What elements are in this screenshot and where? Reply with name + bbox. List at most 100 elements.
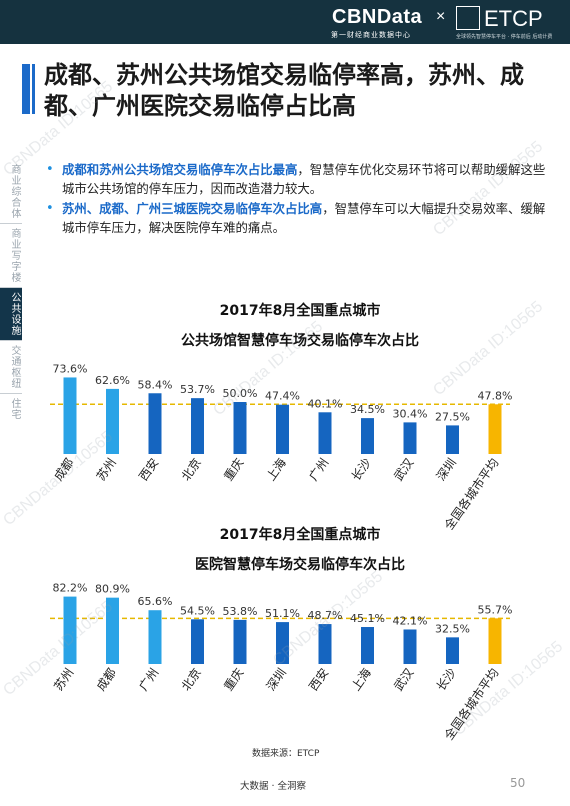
data-label: 40.1%: [308, 397, 343, 410]
bar: [191, 619, 204, 664]
bar: [361, 627, 374, 664]
page-number: 50: [510, 776, 526, 790]
etcp-subtitle: 全球领先智慧停车平台 · 停车前后 后动计费: [456, 34, 553, 40]
bar: [148, 610, 162, 664]
category-label: 武汉: [391, 456, 416, 484]
side-tab-commercial-complex[interactable]: 商业综合体: [9, 164, 20, 219]
side-tab-divider: [0, 340, 22, 341]
bar: [318, 624, 332, 664]
bar: [106, 388, 119, 454]
data-label: 62.6%: [95, 374, 130, 387]
side-tab-divider: [0, 393, 22, 394]
data-label: 50.0%: [223, 387, 258, 400]
category-label: 广州: [306, 456, 331, 484]
category-label: 广州: [136, 666, 161, 694]
chart-public-venues: 73.6%成都62.6%苏州58.4%西安53.7%北京50.0%重庆47.4%…: [50, 362, 513, 530]
data-label: 47.8%: [478, 389, 513, 402]
side-tab-divider: [0, 223, 22, 224]
category-label: 重庆: [221, 666, 246, 694]
data-label: 53.8%: [223, 605, 258, 618]
category-label: 武汉: [391, 666, 416, 694]
data-label: 32.5%: [435, 622, 470, 635]
bar: [106, 597, 119, 664]
header-bar: CBNData × 第一财经商业数据中心 ETCP 全球领先智慧停车平台 · 停…: [0, 0, 570, 44]
side-tab-public-facilities[interactable]: 公共设施: [0, 288, 22, 340]
chart1-title-line2: 公共场馆智慧停车场交易临停车次占比: [181, 333, 419, 349]
category-label: 深圳: [434, 456, 459, 484]
bar: [63, 596, 77, 664]
bullet-dot-icon: •: [46, 201, 54, 216]
category-label: 北京: [179, 666, 204, 694]
data-label: 54.5%: [180, 604, 215, 617]
data-label: 42.1%: [393, 614, 428, 627]
category-label: 苏州: [51, 666, 76, 694]
side-tab-office[interactable]: 商业写字楼: [9, 228, 20, 283]
bar: [276, 622, 289, 664]
etcp-logo: ETCP: [484, 6, 543, 31]
data-label: 55.7%: [478, 603, 513, 616]
bar: [488, 618, 502, 664]
bar: [446, 637, 459, 664]
data-label: 27.5%: [435, 410, 470, 423]
side-tab-residential[interactable]: 住宅: [9, 398, 20, 420]
category-label: 上海: [263, 455, 289, 483]
bullet-dot-icon: •: [46, 162, 54, 177]
bullet-text: ，智慧停车可以大幅提升交易效率、缓解城市停车压力，解决医院停车难的痛点。: [62, 201, 546, 235]
data-label: 34.5%: [350, 403, 385, 416]
bar: [191, 398, 204, 454]
bullet-list: • 成都和苏州公共场馆交易临停车次占比最高，智慧停车优化交易环节将可以帮助缓解这些…: [46, 160, 546, 238]
logo-separator: ×: [436, 8, 446, 25]
bar: [233, 619, 247, 664]
bar: [403, 629, 417, 664]
bullet-item: • 苏州、成都、广州三城医院交易临停车次占比高，智慧停车可以大幅提升交易效率、缓解…: [46, 199, 546, 237]
bar: [446, 425, 459, 454]
data-label: 51.1%: [265, 607, 300, 620]
data-label: 80.9%: [95, 583, 130, 596]
title-accent-bar-thin: [32, 64, 35, 114]
chart2-title-line1: 2017年8月全国重点城市: [219, 527, 381, 543]
bar: [233, 402, 247, 454]
data-label: 48.7%: [308, 609, 343, 622]
chart-hospitals: 82.2% 苏州 80.9% 成都 65.6% 广州 54.5% 北京 53.8% 重庆 51.1%…: [50, 582, 513, 743]
category-label: 北京: [179, 456, 204, 484]
bar: [276, 404, 289, 454]
category-label: 苏州: [94, 456, 119, 484]
side-nav: 商业综合体 商业写字楼 公共设施 交通枢纽 住宅: [0, 160, 24, 424]
cbndata-logo: CBNData: [332, 6, 423, 28]
category-label: 成都: [94, 666, 119, 694]
footer-slogan: 大数据 · 全洞察: [240, 781, 307, 792]
data-label: 30.4%: [393, 407, 428, 420]
cbndata-subtitle: 第一财经商业数据中心: [331, 31, 411, 39]
data-label: 65.6%: [138, 595, 173, 608]
bullet-highlight: 成都和苏州公共场馆交易临停车次占比最高: [62, 162, 298, 177]
data-label: 73.6%: [53, 362, 88, 375]
data-source: 数据来源：ETCP: [252, 749, 320, 759]
page-title: 成都、苏州公共场馆交易临停率高，苏州、成都、广州医院交易临停占比高: [44, 61, 524, 120]
data-label: 45.1%: [350, 612, 385, 625]
title-accent-bar: [22, 64, 30, 114]
category-label: 西安: [135, 455, 161, 483]
data-label: 82.2%: [53, 582, 88, 595]
bar: [148, 393, 162, 454]
side-tab-divider: [0, 287, 22, 288]
bullet-text: ，智慧停车优化交易环节将可以帮助缓解这些城市公共场馆的停车压力，因而改造潜力较大…: [62, 162, 546, 196]
bar: [488, 404, 502, 454]
bullet-highlight: 苏州、成都、广州三城医院交易临停车次占比高: [62, 201, 323, 216]
side-tab-transport-hub[interactable]: 交通枢纽: [9, 345, 20, 389]
category-label: 上海: [348, 665, 374, 693]
bar: [361, 418, 374, 454]
data-label: 58.4%: [138, 378, 173, 391]
chart2-title-line2: 医院智慧停车场交易临停车次占比: [195, 557, 405, 573]
bullet-item: • 成都和苏州公共场馆交易临停车次占比最高，智慧停车优化交易环节将可以帮助缓解这些…: [46, 160, 546, 198]
etcp-logo-icon: [456, 6, 480, 30]
category-label: 深圳: [264, 666, 289, 694]
category-label: 长沙: [349, 456, 374, 484]
bar: [63, 377, 77, 454]
data-label: 47.4%: [265, 390, 300, 403]
category-label: 长沙: [434, 666, 459, 694]
bar: [318, 412, 332, 454]
data-label: 53.7%: [180, 383, 215, 396]
bar: [403, 422, 417, 454]
category-label: 重庆: [221, 456, 246, 484]
chart1-title-line1: 2017年8月全国重点城市: [219, 303, 381, 319]
